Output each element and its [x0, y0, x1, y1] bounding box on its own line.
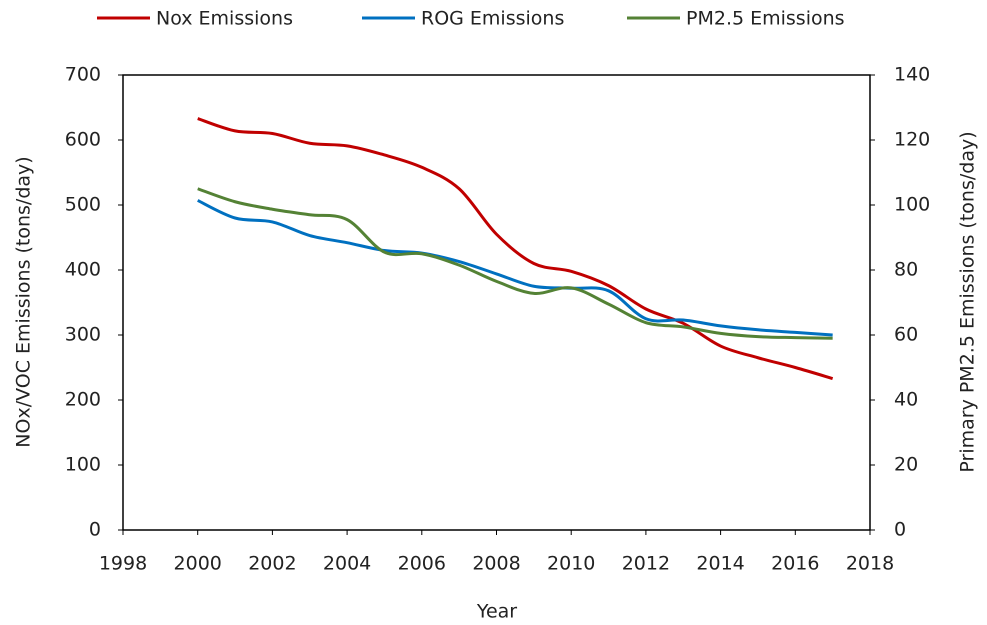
y2-tick-label: 140 [894, 64, 930, 86]
x-tick-label: 2000 [174, 553, 222, 575]
y-tick-label: 600 [65, 129, 101, 151]
legend-label: PM2.5 Emissions [686, 8, 845, 30]
x-tick-label: 2010 [547, 553, 595, 575]
y-tick-label: 400 [65, 259, 101, 281]
y-tick-label: 0 [89, 519, 101, 541]
y-tick-label: 500 [65, 194, 101, 216]
y-tick-label: 300 [65, 324, 101, 346]
y2-axis-title: Primary PM2.5 Emissions (tons/day) [957, 131, 979, 472]
legend-label: ROG Emissions [421, 8, 564, 30]
x-tick-label: 2018 [846, 553, 894, 575]
y-tick-label: 100 [65, 454, 101, 476]
y2-tick-label: 100 [894, 194, 930, 216]
series-line [197, 187, 833, 340]
y-tick-label: 700 [65, 64, 101, 86]
x-tick-label: 2014 [696, 553, 744, 575]
x-tick-label: 2006 [398, 553, 446, 575]
x-tick-label: 2016 [771, 553, 819, 575]
y2-tick-label: 20 [894, 454, 918, 476]
x-tick-label: 2008 [472, 553, 520, 575]
x-tick-label: 2012 [622, 553, 670, 575]
y2-tick-label: 60 [894, 324, 918, 346]
plot-frame [122, 74, 871, 531]
y2-tick-label: 80 [894, 259, 918, 281]
series-line [197, 117, 834, 380]
y2-tick-label: 40 [894, 389, 918, 411]
series-line [197, 199, 833, 337]
y2-tick-label: 120 [894, 129, 930, 151]
x-axis-title: Year [476, 601, 517, 623]
y-axis-title: NOx/VOC Emissions (tons/day) [13, 156, 35, 447]
legend-label: Nox Emissions [156, 8, 293, 30]
y2-tick-label: 0 [894, 519, 906, 541]
x-tick-label: 1998 [99, 553, 147, 575]
y-tick-label: 200 [65, 389, 101, 411]
x-tick-label: 2002 [248, 553, 296, 575]
x-tick-label: 2004 [323, 553, 371, 575]
